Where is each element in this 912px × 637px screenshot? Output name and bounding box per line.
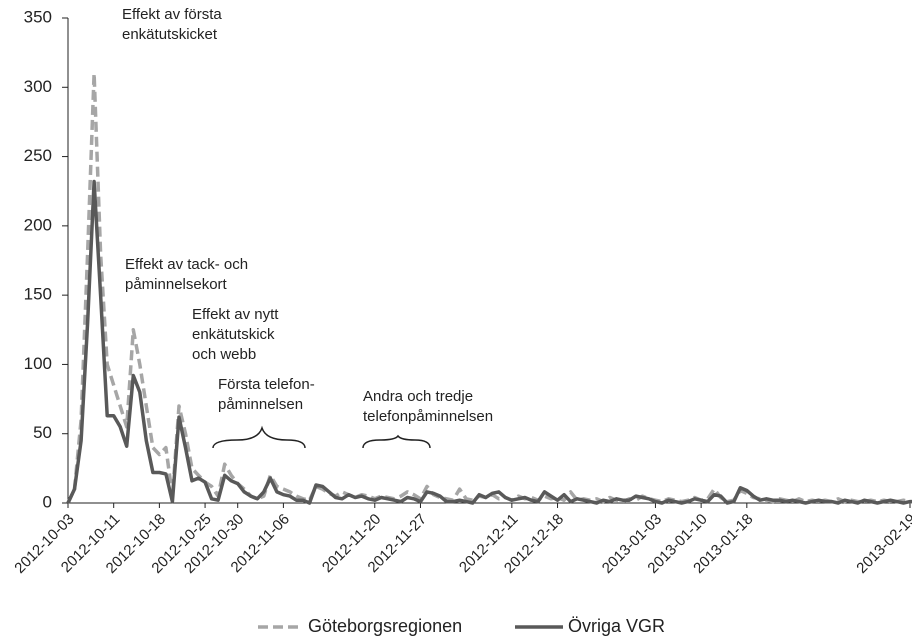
y-tick-label: 100 bbox=[24, 354, 52, 373]
annotation: påminnelsen bbox=[218, 396, 303, 413]
brace bbox=[212, 425, 306, 449]
annotation: Första telefon- bbox=[218, 376, 315, 393]
annotation: enkätutskicket bbox=[122, 26, 218, 43]
annotation: Effekt av tack- och bbox=[125, 256, 248, 273]
legend-label: Göteborgsregionen bbox=[308, 616, 462, 636]
annotation: och webb bbox=[192, 346, 256, 363]
legend-label: Övriga VGR bbox=[568, 616, 665, 636]
annotation: Effekt av första bbox=[122, 6, 222, 23]
annotation: påminnelsekort bbox=[125, 276, 228, 293]
annotation: Andra och tredje bbox=[363, 388, 473, 405]
annotation: enkätutskick bbox=[192, 326, 275, 343]
y-tick-label: 300 bbox=[24, 77, 52, 96]
annotation: Effekt av nytt bbox=[192, 306, 279, 323]
y-tick-label: 150 bbox=[24, 285, 52, 304]
y-tick-label: 0 bbox=[43, 492, 52, 511]
x-tick-label: 2013-02-19 bbox=[853, 511, 912, 577]
y-tick-label: 250 bbox=[24, 146, 52, 165]
annotation: telefonpåminnelsen bbox=[363, 408, 493, 425]
brace bbox=[362, 434, 431, 449]
y-tick-label: 350 bbox=[24, 7, 52, 26]
series-line bbox=[66, 179, 912, 505]
y-tick-label: 50 bbox=[33, 423, 52, 442]
y-tick-label: 200 bbox=[24, 215, 52, 234]
